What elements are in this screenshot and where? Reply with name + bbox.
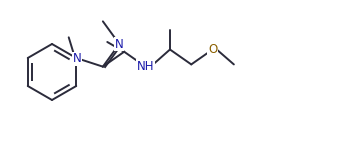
Text: NH: NH	[137, 60, 154, 73]
Text: N: N	[115, 38, 124, 51]
Text: O: O	[208, 43, 217, 56]
Text: N: N	[73, 52, 81, 66]
